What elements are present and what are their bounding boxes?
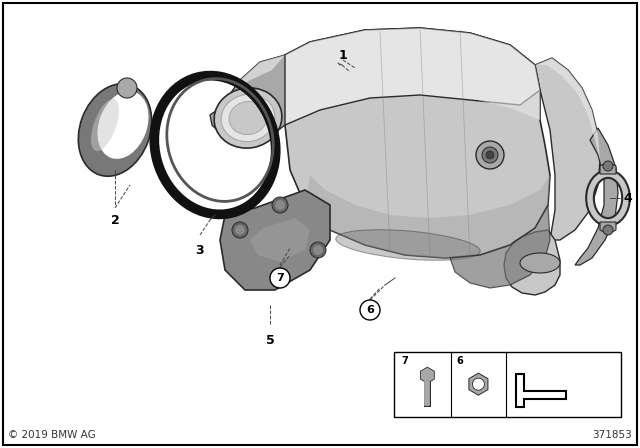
Circle shape bbox=[603, 161, 613, 171]
Text: © 2019 BMW AG: © 2019 BMW AG bbox=[8, 430, 96, 440]
Circle shape bbox=[603, 225, 613, 235]
Polygon shape bbox=[250, 218, 310, 262]
Text: 3: 3 bbox=[196, 244, 204, 257]
Circle shape bbox=[486, 151, 494, 159]
Circle shape bbox=[272, 197, 288, 213]
Text: 1: 1 bbox=[339, 48, 348, 61]
Ellipse shape bbox=[520, 253, 560, 273]
Polygon shape bbox=[575, 128, 618, 265]
Bar bbox=[394, 352, 621, 417]
Circle shape bbox=[117, 78, 137, 98]
Ellipse shape bbox=[221, 95, 275, 142]
Polygon shape bbox=[210, 55, 285, 140]
Circle shape bbox=[472, 378, 484, 390]
Ellipse shape bbox=[229, 101, 267, 134]
Polygon shape bbox=[535, 58, 600, 160]
Polygon shape bbox=[504, 230, 560, 295]
Text: 5: 5 bbox=[266, 333, 275, 346]
Circle shape bbox=[360, 300, 380, 320]
Text: 7: 7 bbox=[402, 356, 408, 366]
Circle shape bbox=[235, 225, 245, 235]
Circle shape bbox=[310, 242, 326, 258]
Ellipse shape bbox=[91, 99, 119, 151]
Text: 371853: 371853 bbox=[592, 430, 632, 440]
Polygon shape bbox=[305, 175, 550, 258]
Polygon shape bbox=[220, 190, 330, 290]
Polygon shape bbox=[600, 222, 616, 234]
Circle shape bbox=[232, 222, 248, 238]
Polygon shape bbox=[270, 28, 540, 125]
Text: 7: 7 bbox=[276, 273, 284, 283]
Circle shape bbox=[270, 268, 290, 288]
Text: 4: 4 bbox=[623, 191, 632, 204]
Circle shape bbox=[313, 245, 323, 255]
Polygon shape bbox=[535, 58, 600, 240]
Ellipse shape bbox=[336, 230, 480, 260]
Ellipse shape bbox=[214, 88, 282, 148]
Ellipse shape bbox=[78, 84, 152, 176]
Polygon shape bbox=[600, 162, 616, 174]
Polygon shape bbox=[450, 205, 550, 288]
Text: 2: 2 bbox=[111, 214, 120, 227]
Text: 6: 6 bbox=[366, 305, 374, 315]
Text: 6: 6 bbox=[456, 356, 463, 366]
Polygon shape bbox=[272, 28, 540, 122]
Polygon shape bbox=[272, 28, 550, 258]
Ellipse shape bbox=[97, 91, 148, 159]
Circle shape bbox=[275, 200, 285, 210]
Circle shape bbox=[476, 141, 504, 169]
Polygon shape bbox=[240, 55, 285, 85]
Circle shape bbox=[482, 147, 498, 163]
